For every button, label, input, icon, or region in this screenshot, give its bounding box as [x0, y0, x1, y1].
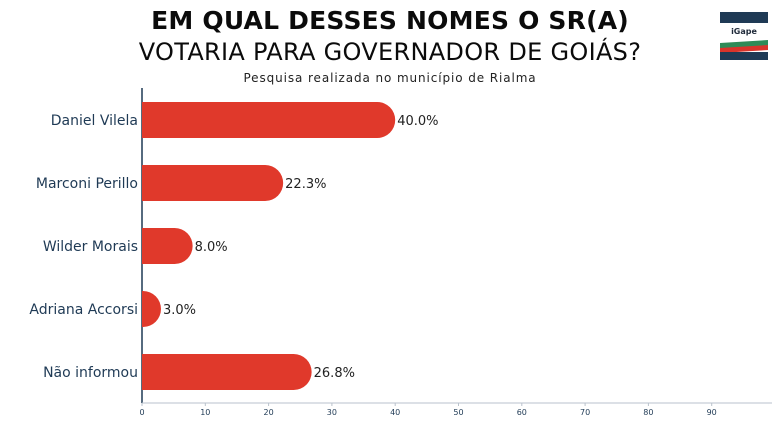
- x-tick-label: 10: [200, 408, 210, 417]
- data-label: 8.0%: [195, 240, 228, 255]
- x-tick-label: 40: [390, 408, 400, 417]
- bar: [142, 228, 193, 264]
- x-tick-label: 20: [264, 408, 274, 417]
- x-tick-label: 0: [139, 408, 144, 417]
- category-label: Não informou: [43, 365, 138, 381]
- chart-subtitle: Pesquisa realizada no município de Rialm…: [243, 71, 537, 85]
- category-label: Adriana Accorsi: [29, 302, 138, 318]
- x-tick-label: 50: [453, 408, 463, 417]
- x-tick-label: 60: [517, 408, 527, 417]
- category-label: Marconi Perillo: [36, 176, 138, 192]
- logo-text: iGape: [731, 27, 757, 36]
- data-label: 40.0%: [397, 114, 438, 129]
- x-tick-label: 30: [327, 408, 337, 417]
- bar: [142, 165, 284, 201]
- bar: [142, 291, 161, 327]
- igape-logo-icon: [720, 12, 768, 60]
- x-tick-label: 90: [707, 408, 717, 417]
- igape-logo: iGape: [720, 12, 768, 60]
- chart-title-line2: VOTARIA PARA GOVERNADOR DE GOIÁS?: [138, 38, 642, 66]
- x-tick-label: 70: [580, 408, 590, 417]
- bar: [142, 354, 312, 390]
- data-label: 3.0%: [163, 303, 196, 318]
- category-label: Wilder Morais: [43, 239, 138, 255]
- chart-title-line1: EM QUAL DESSES NOMES O SR(A): [151, 6, 629, 35]
- x-tick-label: 80: [643, 408, 653, 417]
- data-label: 22.3%: [285, 177, 326, 192]
- data-label: 26.8%: [314, 366, 355, 381]
- bar: [142, 102, 396, 138]
- category-label: Daniel Vilela: [51, 113, 138, 129]
